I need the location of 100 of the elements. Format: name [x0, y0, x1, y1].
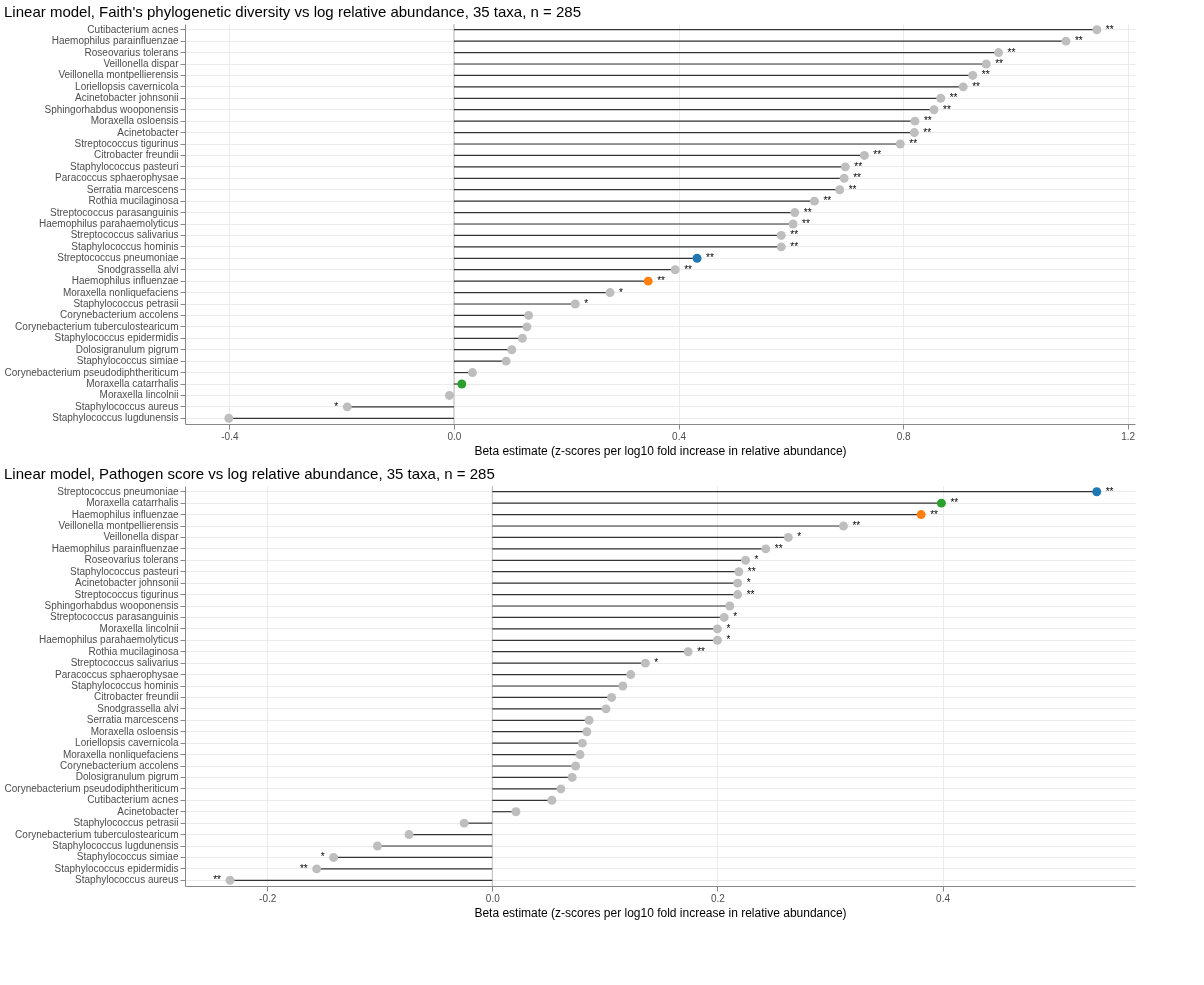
y-tick-label: Cutibacterium acnes	[87, 794, 179, 806]
data-label: **	[299, 862, 308, 874]
data-label: **	[909, 138, 918, 149]
data-label: **	[706, 252, 714, 264]
data-label: **	[950, 497, 959, 509]
data-label: **	[802, 218, 810, 229]
y-tick-label: Haemophilus parahaemolyticus	[38, 634, 179, 646]
y-tick-label: Moraxella lincolnii	[99, 389, 179, 401]
x-tick-label: 0.0	[485, 892, 501, 904]
x-tick-label: 1.2	[1121, 430, 1136, 442]
y-tick-label: Acinetobacter johnsonii	[75, 92, 179, 104]
y-tick-label: Streptococcus salivarius	[70, 657, 179, 669]
data-label: **	[823, 195, 832, 207]
y-tick-label: Staphylococcus hominis	[71, 240, 179, 252]
chart-title: Linear model, Faith's phylogenetic diversity vs log relative abundance, 35 taxa, n = 285	[4, 2, 581, 20]
data-label: *	[797, 531, 802, 543]
x-tick-label: -0.4	[221, 430, 239, 442]
y-tick-label: Streptococcus parasanguinis	[50, 611, 179, 623]
y-tick-label: Citrobacter freundii	[94, 149, 179, 161]
data-label: **	[852, 520, 861, 531]
y-tick-label: Roseovarius tolerans	[84, 554, 179, 566]
y-tick-label: Haemophilus parahaemolyticus	[38, 218, 179, 229]
y-tick-label: Roseovarius tolerans	[84, 46, 179, 58]
y-tick-label: Staphylococcus pasteuri	[70, 565, 179, 577]
y-tick-label: Loriellopsis cavernicola	[75, 737, 179, 749]
y-tick-label: Moraxella osloensis	[90, 115, 179, 127]
data-label: **	[930, 508, 939, 520]
data-label: *	[754, 554, 759, 566]
y-tick-label: Haemophilus influenzae	[71, 508, 179, 520]
y-tick-label: Acinetobacter	[117, 126, 180, 138]
x-axis-title: Beta estimate (z-scores per log10 fold increase in relative abundance)	[474, 905, 847, 920]
y-tick-label: Moraxella nonliquefaciens	[62, 748, 179, 760]
y-tick-label: Staphylococcus lugdunensis	[52, 412, 179, 424]
data-label: **	[873, 149, 882, 161]
y-tick-label: Staphylococcus epidermidis	[54, 862, 179, 874]
y-tick-label: Paracoccus sphaerophysae	[55, 172, 179, 184]
data-label: *	[733, 611, 738, 623]
y-tick-label: Corynebacterium tuberculostearicum	[15, 320, 179, 332]
data-label: **	[803, 206, 812, 218]
x-tick-label: 0.0	[447, 430, 462, 442]
y-tick-label: Corynebacterium tuberculostearicum	[15, 828, 179, 840]
data-label: **	[684, 263, 693, 275]
y-tick-label: Loriellopsis cavernicola	[75, 80, 179, 92]
data-label: **	[1074, 35, 1083, 47]
y-tick-label: Streptococcus tigurinus	[74, 588, 179, 600]
y-tick-label: Rothia mucilaginosa	[88, 195, 179, 207]
x-axis-title: Beta estimate (z-scores per log10 fold increase in relative abundance)	[474, 443, 847, 458]
y-tick-label: Sphingorhabdus wooponensis	[44, 103, 179, 115]
data-label: *	[584, 298, 589, 309]
data-label: **	[1105, 23, 1114, 35]
data-label: **	[943, 103, 951, 115]
y-tick-label: Snodgrassella alvi	[97, 702, 179, 714]
data-label: **	[923, 126, 932, 138]
x-tick-label: 0.8	[896, 430, 911, 442]
y-tick-label: Veillonella montpellierensis	[58, 520, 179, 531]
data-label: *	[726, 622, 731, 634]
y-tick-label: Streptococcus tigurinus	[74, 138, 179, 149]
y-tick-label: Haemophilus parainfluenzae	[51, 35, 179, 47]
data-label: *	[654, 657, 659, 669]
y-tick-label: Moraxella osloensis	[90, 725, 179, 737]
y-tick-label: Acinetobacter	[117, 805, 180, 817]
y-tick-label: Cutibacterium acnes	[87, 23, 179, 35]
y-tick-label: Corynebacterium accolens	[60, 309, 179, 321]
y-tick-label: Dolosigranulum pigrum	[75, 343, 179, 355]
data-label: *	[334, 400, 339, 412]
y-tick-label: Acinetobacter johnsonii	[75, 577, 179, 589]
y-tick-label: Veillonella montpellierensis	[58, 69, 179, 81]
y-tick-label: Streptococcus parasanguinis	[50, 206, 179, 218]
data-label: **	[848, 183, 857, 195]
data-label: **	[1007, 46, 1016, 58]
y-tick-label: Veillonella dispar	[103, 531, 180, 543]
data-label: **	[657, 275, 666, 287]
y-tick-label: Sphingorhabdus wooponensis	[44, 600, 179, 611]
y-tick-label: Haemophilus parainfluenzae	[51, 542, 179, 554]
y-tick-label: Serratia marcescens	[86, 714, 179, 726]
data-label: **	[790, 240, 799, 252]
data-label: **	[923, 115, 932, 127]
data-label: **	[981, 69, 990, 81]
y-tick-label: Streptococcus pneumoniae	[57, 485, 179, 497]
y-tick-label: Staphylococcus pasteuri	[70, 160, 179, 172]
y-tick-label: Staphylococcus simiae	[76, 355, 179, 367]
data-label: **	[774, 542, 783, 554]
y-tick-label: Veillonella dispar	[103, 58, 180, 69]
y-tick-label: Moraxella lincolnii	[99, 622, 179, 634]
data-label: **	[949, 92, 958, 104]
y-tick-label: Streptococcus pneumoniae	[57, 252, 179, 264]
x-tick-label: 0.2	[710, 892, 726, 904]
y-tick-label: Snodgrassella alvi	[97, 263, 179, 275]
y-tick-label: Moraxella nonliquefaciens	[62, 286, 179, 298]
data-label: **	[853, 172, 862, 184]
data-label: **	[747, 565, 756, 577]
y-tick-label: Moraxella catarrhalis	[86, 497, 179, 509]
y-tick-label: Paracoccus sphaerophysae	[55, 668, 179, 680]
data-label: *	[619, 286, 624, 298]
y-tick-label: Serratia marcescens	[86, 183, 179, 195]
y-tick-label: Staphylococcus lugdunensis	[52, 840, 179, 851]
y-tick-label: Corynebacterium pseudodiphtheriticum	[4, 782, 179, 794]
x-tick-label: 0.4	[672, 430, 687, 442]
data-label: **	[746, 588, 755, 600]
data-label: *	[726, 634, 731, 646]
